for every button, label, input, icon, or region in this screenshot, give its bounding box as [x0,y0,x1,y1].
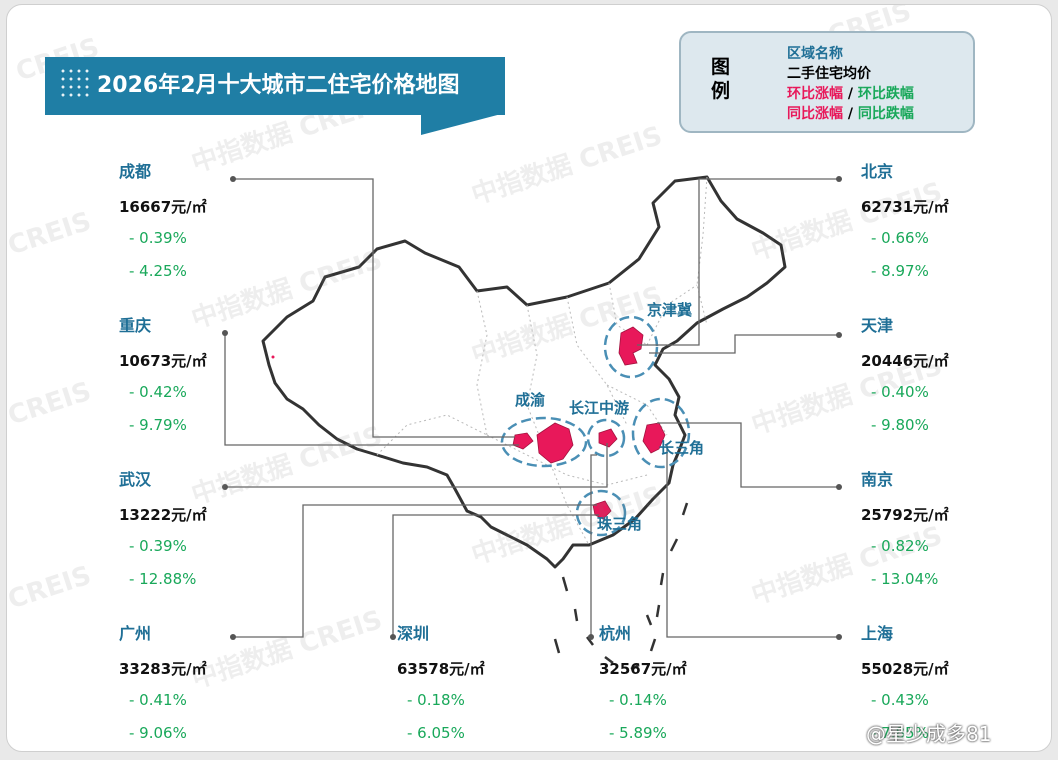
zhusanjiao-circle [575,489,627,537]
city-name: 广州 [119,624,152,643]
city-yoy: - 9.06% [129,724,187,742]
region-circles [500,315,691,537]
city-mom: - 0.66% [871,229,929,247]
legend-mom-up: 环比涨幅 [787,86,843,102]
city-mom: - 0.43% [871,691,929,709]
city-mom: - 0.82% [871,537,929,555]
city-price: 20446元/㎡ [861,352,949,370]
chengyu-highlight-2 [536,422,574,464]
city-price: 32567元/㎡ [599,660,687,678]
china-outline [261,175,787,569]
city-name: 北京 [861,162,894,181]
city-shanghai: 上海 55028元/㎡ - 0.43% - 7.85% [861,623,1001,743]
city-mom: - 0.39% [129,229,187,247]
city-guangzhou: 广州 33283元/㎡ - 0.41% - 9.06% [119,623,259,743]
legend-box: 图例 区域名称 二手住宅均价 环比涨幅 / 环比跌幅 同比涨幅 / 同比跌幅 [679,31,975,133]
jingjinji-circle [603,315,659,379]
city-yoy: - 5.89% [609,724,667,742]
city-mom: - 0.40% [871,383,929,401]
nine-dash-line [553,502,689,671]
city-name: 南京 [861,470,894,489]
connector-lines [224,178,839,638]
city-mom: - 0.39% [129,537,187,555]
weibo-watermark: @星少成多81 [866,722,992,746]
title-banner: 2026年2月十大城市二住宅价格地图 [45,57,505,115]
city-price: 33283元/㎡ [119,660,207,678]
price-map-card: CREIS 中指数据 CREIS 中指数据 CREIS 中指数据 CREIS C… [6,4,1052,752]
city-price: 63578元/㎡ [397,660,485,678]
legend-mom: 环比涨幅 / 环比跌幅 [787,86,914,102]
city-name: 成都 [119,162,152,181]
city-name: 深圳 [397,624,430,643]
region-label-changsanjiao: 长三角 [659,439,705,457]
city-chongqing: 重庆 10673元/㎡ - 0.42% - 9.79% [119,315,259,435]
city-price: 10673元/㎡ [119,352,207,370]
china-map [222,175,842,671]
chengyu-circle [500,416,588,468]
changjiang-highlight [598,428,618,448]
city-hangzhou: 杭州 32567元/㎡ - 0.14% - 5.89% [599,623,739,743]
legend-area-name: 区域名称 [787,46,843,62]
legend-mom-down: 环比跌幅 [857,86,914,102]
legend-yoy-down: 同比跌幅 [857,106,914,122]
city-yoy: - 4.25% [129,262,187,280]
city-yoy: - 8.97% [871,262,929,280]
city-price: 13222元/㎡ [119,506,207,524]
dot-grid-icon [59,67,93,101]
page-title: 2026年2月十大城市二住宅价格地图 [97,73,460,98]
city-yoy: - 6.05% [407,724,465,742]
legend-heading: 图例 [711,56,731,102]
city-name: 天津 [861,316,894,335]
jingjinji-highlight [618,326,644,366]
region-label-changjiang: 长江中游 [569,399,630,417]
changsanjiao-circle [631,397,691,469]
city-name: 重庆 [119,316,152,335]
city-yoy: - 7.85% [871,724,929,742]
city-price: 25792元/㎡ [861,506,949,524]
city-yoy: - 9.79% [129,416,187,434]
city-yoy: - 12.88% [129,570,197,588]
city-mom: - 0.18% [407,691,465,709]
city-nanjing: 南京 25792元/㎡ - 0.82% - 13.04% [861,469,1001,589]
city-price: 16667元/㎡ [119,198,207,216]
city-price: 62731元/㎡ [861,198,949,216]
city-beijing: 北京 62731元/㎡ - 0.66% - 8.97% [861,161,1001,281]
city-name: 武汉 [119,470,152,489]
city-mom: - 0.41% [129,691,187,709]
title-banner-tail [421,113,505,135]
city-name: 杭州 [599,624,632,643]
city-mom: - 0.14% [609,691,667,709]
legend-avg-price: 二手住宅均价 [787,66,871,82]
city-highlights [512,326,666,520]
city-yoy: - 13.04% [871,570,939,588]
legend-yoy: 同比涨幅 / 同比跌幅 [787,106,914,122]
city-shenzhen: 深圳 63578元/㎡ - 0.18% - 6.05% [397,623,537,743]
city-wuhan: 武汉 13222元/㎡ - 0.39% - 12.88% [119,469,259,589]
city-tianjin: 天津 20446元/㎡ - 0.40% - 9.80% [861,315,1001,435]
city-mom: - 0.42% [129,383,187,401]
city-yoy: - 9.80% [871,416,929,434]
city-name: 上海 [861,624,894,643]
city-price: 55028元/㎡ [861,660,949,678]
connector-dots [222,176,842,640]
region-label-chengyu: 成渝 [515,391,546,409]
region-label-zhusanjiao: 珠三角 [597,515,643,533]
legend-yoy-up: 同比涨幅 [787,106,843,122]
changjiang-circle [586,418,626,458]
city-chengdu: 成都 16667元/㎡ - 0.39% - 4.25% [119,161,259,281]
region-label-jingjinji: 京津冀 [647,301,693,319]
